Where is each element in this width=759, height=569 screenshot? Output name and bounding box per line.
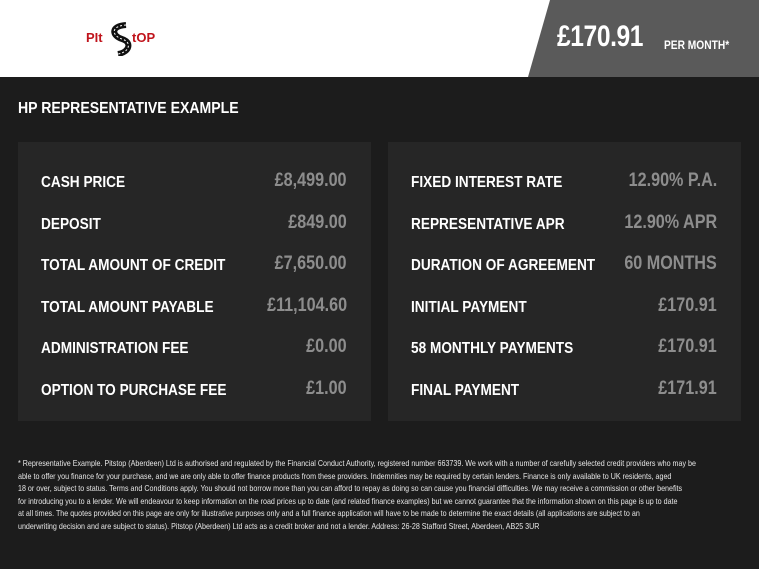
right-panel: FIXED INTEREST RATE 12.90% P.A. REPRESENTA… [388, 142, 741, 421]
finance-row: OPTION TO PURCHASE FEE £1.00 [41, 378, 347, 402]
finance-label: CASH PRICE [41, 174, 126, 191]
finance-label: FINAL PAYMENT [411, 381, 520, 399]
finance-value: 12.90% P.A. [628, 170, 717, 191]
disclaimer-line: underwriting decision and are subject to… [18, 520, 540, 531]
monthly-price: £170.91 [557, 20, 644, 53]
per-month-label: PER MONTH* [664, 38, 730, 52]
price-box [528, 0, 759, 77]
finance-value: £1.00 [306, 377, 347, 399]
finance-value: £7,650.00 [275, 253, 347, 274]
finance-value: £171.91 [658, 377, 717, 399]
finance-label: 58 MONTHLY PAYMENTS [411, 340, 574, 357]
finance-row: ADMINISTRATION FEE £0.00 [41, 336, 347, 360]
finance-row: TOTAL AMOUNT OF CREDIT £7,650.00 [41, 253, 347, 277]
finance-row: FINAL PAYMENT £171.91 [411, 378, 717, 402]
disclaimer-line: able to offer you finance for your purch… [18, 470, 672, 481]
svg-text:PIt: PIt [86, 30, 103, 45]
finance-value: £849.00 [288, 211, 347, 233]
finance-value: £11,104.60 [267, 294, 347, 316]
finance-label: DURATION OF AGREEMENT [411, 257, 596, 274]
finance-row: CASH PRICE £8,499.00 [41, 170, 347, 194]
finance-value: £170.91 [658, 294, 717, 316]
disclaimer: * Representative Example. Pitstop (Aberd… [18, 457, 696, 532]
finance-label: TOTAL AMOUNT PAYABLE [41, 298, 214, 316]
finance-label: DEPOSIT [41, 215, 101, 233]
finance-label: TOTAL AMOUNT OF CREDIT [41, 257, 226, 274]
pitstop-logo[interactable]: PIt tOP [86, 22, 170, 56]
svg-text:tOP: tOP [132, 30, 155, 45]
finance-row: FIXED INTEREST RATE 12.90% P.A. [411, 170, 717, 194]
finance-row: REPRESENTATIVE APR 12.90% APR [411, 212, 717, 236]
left-panel: CASH PRICE £8,499.00 DEPOSIT £849.00 TOTAL A… [18, 142, 371, 421]
finance-label: INITIAL PAYMENT [411, 298, 527, 316]
finance-value: £0.00 [306, 336, 347, 357]
finance-value: 60 MONTHS [624, 253, 717, 274]
finance-value: £170.91 [658, 336, 717, 357]
finance-row: TOTAL AMOUNT PAYABLE £11,104.60 [41, 295, 347, 319]
finance-label: ADMINISTRATION FEE [41, 340, 189, 357]
finance-value: £8,499.00 [275, 170, 347, 191]
finance-row: DEPOSIT £849.00 [41, 212, 347, 236]
finance-row: INITIAL PAYMENT £170.91 [411, 295, 717, 319]
disclaimer-line: 18 or over, subject to status. Terms and… [18, 483, 683, 493]
finance-row: 58 MONTHLY PAYMENTS £170.91 [411, 336, 717, 360]
disclaimer-line: * Representative Example. Pitstop (Aberd… [18, 458, 696, 468]
finance-label: FIXED INTEREST RATE [411, 174, 563, 191]
finance-row: DURATION OF AGREEMENT 60 MONTHS [411, 253, 717, 277]
finance-label: REPRESENTATIVE APR [411, 215, 565, 233]
page-title: HP REPRESENTATIVE EXAMPLE [18, 100, 239, 117]
finance-value: 12.90% APR [624, 211, 717, 233]
finance-label: OPTION TO PURCHASE FEE [41, 381, 227, 399]
disclaimer-line: at all times. The quotes provided on thi… [18, 508, 640, 518]
disclaimer-line: for introducing you to a lender. We will… [18, 495, 678, 506]
